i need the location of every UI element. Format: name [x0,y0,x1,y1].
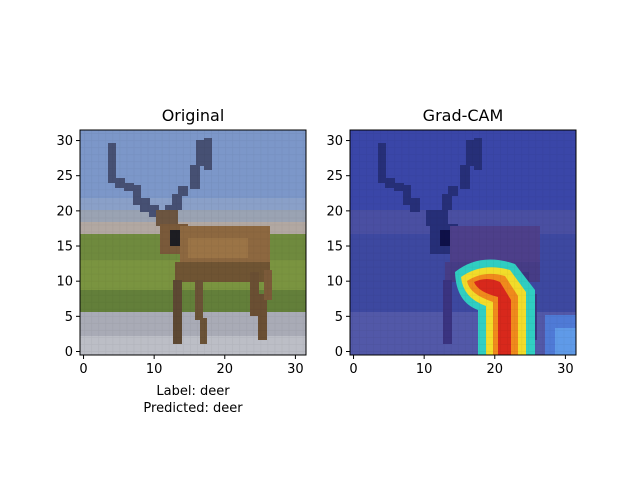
gradcam-y-tick-label: 25 [326,169,343,184]
gradcam-x-tick-label: 10 [416,362,433,377]
caption-label: Label: deer [156,384,230,399]
gradcam-y-tick-label: 10 [326,275,343,290]
gradcam-x-tick-label: 30 [557,362,574,377]
original-y-tick-label: 0 [65,345,73,360]
gradcam-x-tick-label: 0 [349,362,357,377]
original-ticks: 0 10 20 30 0 5 10 15 20 25 30 [56,134,303,377]
original-axes-frame [79,129,307,356]
caption-predicted: Predicted: deer [143,401,243,416]
original-y-tick-label: 10 [56,275,73,290]
original-y-tick-label: 25 [56,169,73,184]
title-gradcam: Grad-CAM [423,106,504,125]
original-x-tick-label: 0 [79,362,87,377]
original-y-tick-label: 5 [65,310,73,325]
title-original: Original [162,106,225,125]
original-x-tick-label: 20 [217,362,234,377]
gradcam-y-tick-label: 30 [326,134,343,149]
gradcam-y-tick-label: 15 [326,240,343,255]
original-y-tick-label: 20 [56,204,73,219]
original-y-tick-label: 15 [56,240,73,255]
original-image [80,130,306,355]
gradcam-y-tick-label: 0 [335,345,343,360]
original-y-tick-label: 30 [56,134,73,149]
gradcam-image [350,130,576,355]
gradcam-axes-frame [349,129,577,356]
gradcam-ticks: 0 10 20 30 0 5 10 15 20 25 30 [326,134,573,377]
gradcam-x-tick-label: 20 [487,362,504,377]
original-x-tick-label: 10 [146,362,163,377]
gradcam-y-tick-label: 5 [335,310,343,325]
original-x-tick-label: 30 [287,362,304,377]
gradcam-y-tick-label: 20 [326,204,343,219]
